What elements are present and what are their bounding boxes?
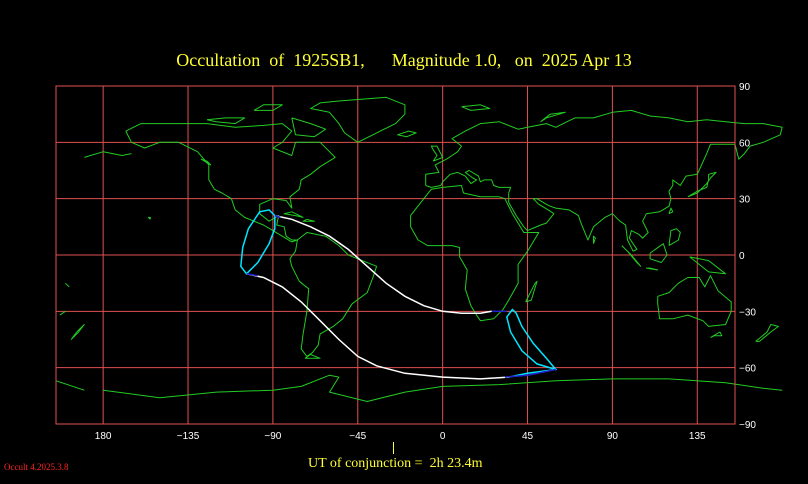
dark-path-segment — [504, 368, 556, 378]
coastline — [668, 228, 681, 247]
coastline — [525, 280, 538, 303]
coastline — [755, 324, 779, 342]
lat-tick-label: −60 — [739, 364, 756, 375]
axis-ticks: 180 −135 −90 −45 0 45 90 135 90 60 30 0 −30 −60 −90 — [95, 82, 757, 442]
coastline — [200, 158, 212, 166]
coastline — [645, 267, 659, 271]
lat-tick-label: 0 — [739, 251, 745, 262]
coastline — [710, 331, 723, 339]
coastline — [206, 117, 246, 125]
coastline — [84, 151, 132, 158]
lower-path-track — [246, 273, 509, 380]
lon-tick-label: 180 — [95, 431, 112, 442]
coastline — [253, 104, 283, 111]
coastline — [103, 374, 783, 402]
coastline — [291, 117, 327, 138]
coastline — [70, 324, 85, 340]
lat-tick-label: 90 — [739, 82, 751, 93]
map-title: Occultation of 1925SB1, Magnitude 1.0, o… — [176, 50, 632, 70]
coastline — [310, 96, 406, 143]
coastline — [304, 354, 321, 359]
lon-tick-label: 90 — [607, 431, 619, 442]
lon-tick-label: 45 — [522, 431, 534, 442]
lat-tick-label: −30 — [739, 307, 756, 318]
coastline — [461, 104, 491, 111]
coastline — [125, 123, 336, 243]
lat-tick-label: 60 — [739, 138, 751, 149]
lon-tick-label: −135 — [177, 431, 200, 442]
coastline — [687, 171, 717, 198]
coastline — [283, 211, 304, 218]
coastline — [59, 310, 66, 316]
coastline — [621, 245, 642, 267]
dark-path-segment — [246, 273, 258, 277]
map-frame — [55, 85, 736, 425]
lon-tick-label: 0 — [440, 431, 446, 442]
coastline — [289, 232, 378, 357]
coastline — [689, 256, 727, 275]
limit-loop-west — [240, 209, 276, 275]
occultation-paths — [240, 209, 558, 380]
dark-path-segment — [274, 214, 281, 219]
coastline — [649, 243, 668, 263]
coastline — [657, 275, 732, 327]
version-label: Occult 4.2025.3.8 — [4, 462, 69, 472]
coastline — [430, 145, 444, 162]
lat-tick-label: −90 — [739, 420, 756, 431]
limit-loop-east — [505, 308, 558, 378]
upper-path-track — [274, 214, 492, 314]
lon-tick-label: 135 — [689, 431, 706, 442]
coastline — [410, 185, 540, 322]
lon-tick-label: −45 — [349, 431, 366, 442]
coastline — [397, 130, 417, 138]
ut-conjunction-label: UT of conjunction = 2h 23.4m — [308, 456, 483, 471]
coastline — [593, 235, 596, 244]
coastline — [425, 109, 783, 252]
grid-lines — [56, 86, 735, 424]
coastline — [55, 380, 85, 391]
coastlines — [55, 96, 783, 402]
coastline — [540, 111, 566, 123]
lon-tick-label: −90 — [264, 431, 281, 442]
conjunction-marker — [393, 442, 394, 454]
lat-tick-label: 30 — [739, 195, 751, 206]
coastline — [302, 218, 315, 222]
coastline — [668, 207, 674, 215]
coastline — [147, 216, 151, 220]
coastline — [65, 282, 70, 288]
